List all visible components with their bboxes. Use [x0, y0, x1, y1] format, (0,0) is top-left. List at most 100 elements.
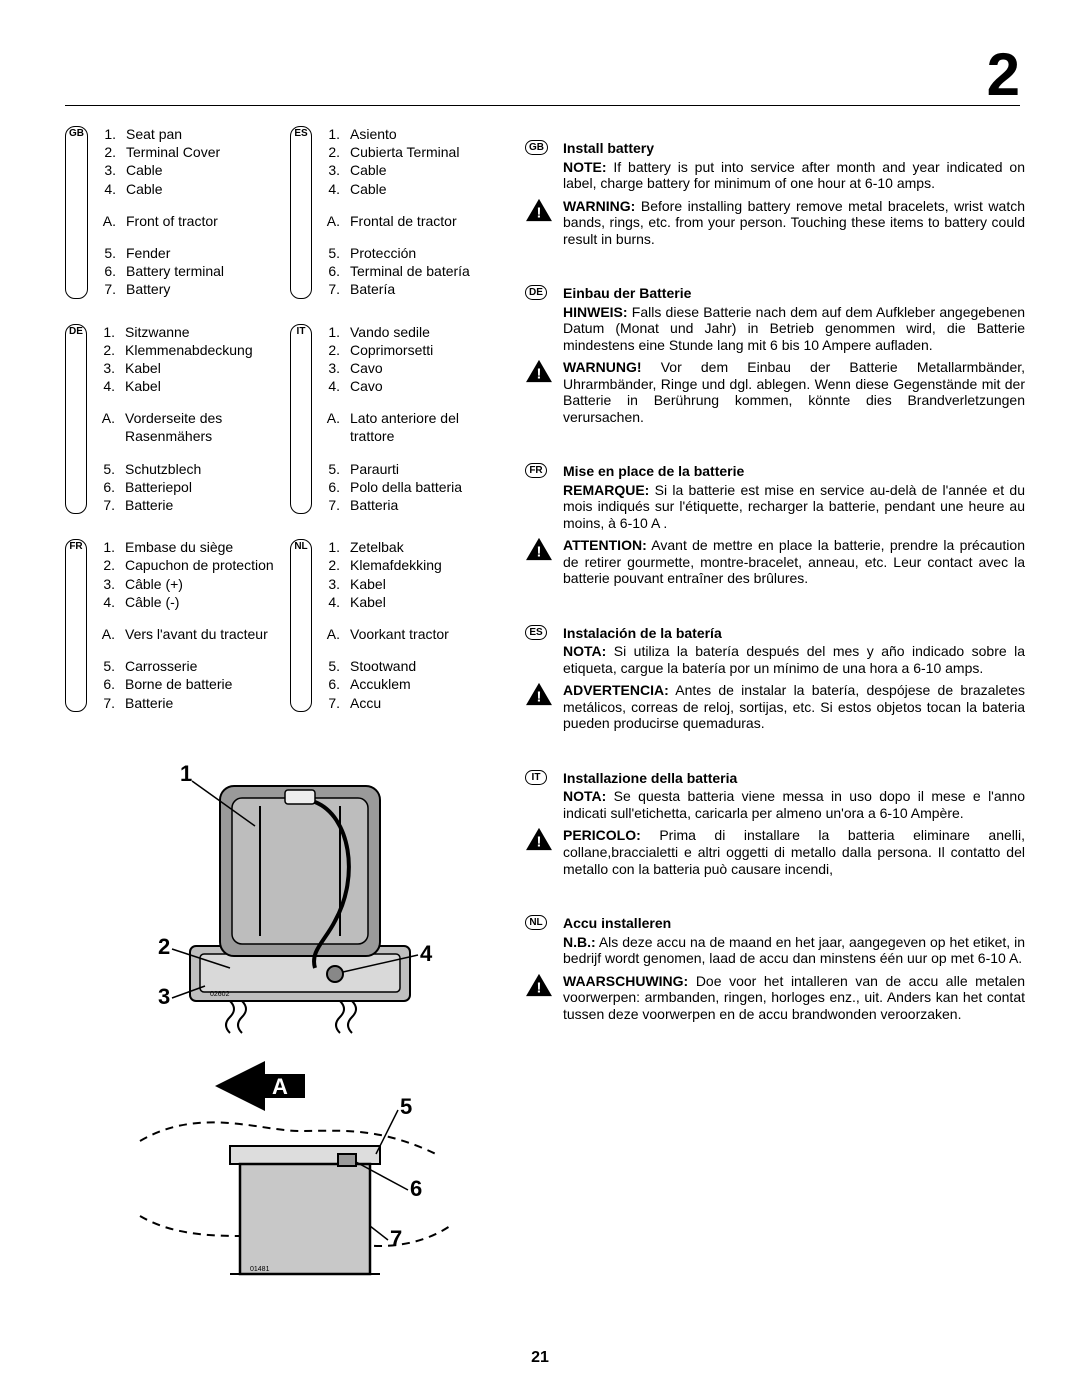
part-label: Voorkant tractor [350, 625, 449, 643]
svg-text:!: ! [537, 980, 542, 996]
part-label: Stootwand [350, 657, 416, 675]
warning-icon: ! [525, 682, 553, 707]
parts-de: DE 1.Sitzwanne 2.Klemmenabdeckung 3.Kabe… [65, 323, 280, 515]
instruction-nl: NL Accu installeren N.B.: Als deze accu … [525, 915, 1025, 1022]
lang-badge-gb: GB [65, 126, 88, 299]
instruction-note: NOTA: Si utiliza la batería después del … [563, 643, 1025, 676]
part-label: Battery [126, 280, 170, 298]
lang-badge-nl: NL [525, 915, 547, 930]
part-label: Sitzwanne [125, 323, 190, 341]
part-label: Cable [126, 161, 163, 179]
instruction-warning: ! ADVERTENCIA: Antes de instalar la bate… [563, 682, 1025, 732]
parts-col-right: ES 1.Asiento 2.Cubierta Terminal 3.Cable… [290, 125, 505, 736]
part-label: Schutzblech [125, 460, 201, 478]
svg-text:!: ! [537, 835, 542, 851]
part-label: Cable [126, 180, 163, 198]
part-label: Batterie [125, 694, 173, 712]
svg-text:!: ! [537, 545, 542, 561]
warning-icon: ! [525, 198, 553, 223]
svg-text:!: ! [537, 367, 542, 383]
instruction-gb: GB Install battery NOTE: If battery is p… [525, 140, 1025, 247]
instruction-warning: ! ATTENTION: Avant de mettre en place la… [563, 537, 1025, 587]
part-label: Terminal de batería [350, 262, 470, 280]
lang-badge-nl: NL [290, 539, 312, 712]
instruction-note: NOTA: Se questa batteria viene messa in … [563, 788, 1025, 821]
part-label: Asiento [350, 125, 397, 143]
part-label: Frontal de tractor [350, 212, 457, 230]
part-label: Embase du siège [125, 538, 233, 556]
lang-badge-es: ES [290, 126, 312, 299]
callout-4: 4 [420, 941, 433, 966]
part-label: Capuchon de protection [125, 556, 274, 574]
part-label: Kabel [350, 575, 386, 593]
top-rule [65, 105, 1020, 106]
instruction-title: Install battery [563, 140, 1025, 157]
part-label: Zetelbak [350, 538, 404, 556]
part-label: Batteria [350, 496, 398, 514]
battery-diagram: 02602 1 2 3 4 [80, 746, 490, 1326]
part-label: Cavo [350, 359, 383, 377]
parts-es: ES 1.Asiento 2.Cubierta Terminal 3.Cable… [290, 125, 505, 299]
page-number: 21 [0, 1349, 1080, 1367]
part-label: Accu [350, 694, 381, 712]
lang-badge-it: IT [290, 324, 312, 515]
part-label: Accuklem [350, 675, 411, 693]
instruction-es: ES Instalación de la batería NOTA: Si ut… [525, 625, 1025, 732]
lang-badge-it: IT [525, 770, 547, 785]
part-label: Batteriepol [125, 478, 192, 496]
part-label: Cable [350, 180, 387, 198]
warning-icon: ! [525, 827, 553, 852]
lang-badge-fr: FR [525, 463, 547, 478]
diagram-code-lower: 01481 [250, 1266, 270, 1273]
diagram-code-upper: 02602 [210, 991, 230, 998]
warning-icon: ! [525, 973, 553, 998]
callout-5: 5 [400, 1094, 412, 1119]
part-label: Fender [126, 244, 170, 262]
lang-badge-de: DE [65, 324, 87, 515]
part-label: Seat pan [126, 125, 182, 143]
instruction-warning: ! WARNUNG! Vor dem Einbau der Batterie M… [563, 359, 1025, 425]
part-label: Kabel [125, 377, 161, 395]
warning-icon: ! [525, 537, 553, 562]
instruction-warning: ! PERICOLO: Prima di installare la batte… [563, 827, 1025, 877]
instruction-note: REMARQUE: Si la batterie est mise en ser… [563, 482, 1025, 532]
instruction-warning: ! WAARSCHUWING: Doe voor het intalleren … [563, 973, 1025, 1023]
svg-text:!: ! [537, 205, 542, 221]
callout-2: 2 [158, 934, 170, 959]
instruction-title: Installazione della batteria [563, 770, 1025, 787]
instruction-warning: ! WARNING: Before installing battery rem… [563, 198, 1025, 248]
warning-icon: ! [525, 359, 553, 384]
part-label: Paraurti [350, 460, 399, 478]
instruction-note: HINWEIS: Falls diese Batterie nach dem a… [563, 304, 1025, 354]
instruction-fr: FR Mise en place de la batterie REMARQUE… [525, 463, 1025, 587]
instruction-title: Einbau der Batterie [563, 285, 1025, 302]
part-label: Klemmenabdeckung [125, 341, 253, 359]
instruction-title: Mise en place de la batterie [563, 463, 1025, 480]
part-label: Coprimorsetti [350, 341, 433, 359]
parts-gb: GB 1.Seat pan 2.Terminal Cover 3.Cable 4… [65, 125, 280, 299]
instruction-title: Accu installeren [563, 915, 1025, 932]
part-label: Vorderseite des Rasenmähers [125, 409, 280, 445]
parts-nl: NL 1.Zetelbak 2.Klemafdekking 3.Kabel 4.… [290, 538, 505, 712]
part-label: Front of tractor [126, 212, 218, 230]
part-label: Klemafdekking [350, 556, 442, 574]
svg-text:!: ! [537, 690, 542, 706]
lang-badge-fr: FR [65, 539, 87, 712]
part-label: Battery terminal [126, 262, 224, 280]
part-label: Câble (+) [125, 575, 183, 593]
part-label: Câble (-) [125, 593, 179, 611]
instruction-note: N.B.: Als deze accu na de maand en het j… [563, 934, 1025, 967]
part-label: Lato anteriore del trattore [350, 409, 505, 445]
parts-col-left: GB 1.Seat pan 2.Terminal Cover 3.Cable 4… [65, 125, 280, 736]
part-label: Batterie [125, 496, 173, 514]
part-label: Kabel [350, 593, 386, 611]
part-label: Batería [350, 280, 395, 298]
callout-A: A [272, 1074, 288, 1099]
callout-7: 7 [390, 1226, 402, 1251]
part-label: Kabel [125, 359, 161, 377]
callout-3: 3 [158, 984, 170, 1009]
lang-badge-de: DE [525, 285, 547, 300]
instruction-de: DE Einbau der Batterie HINWEIS: Falls di… [525, 285, 1025, 425]
parts-it: IT 1.Vando sedile 2.Coprimorsetti 3.Cavo… [290, 323, 505, 515]
instructions-area: GB Install battery NOTE: If battery is p… [525, 140, 1025, 1060]
